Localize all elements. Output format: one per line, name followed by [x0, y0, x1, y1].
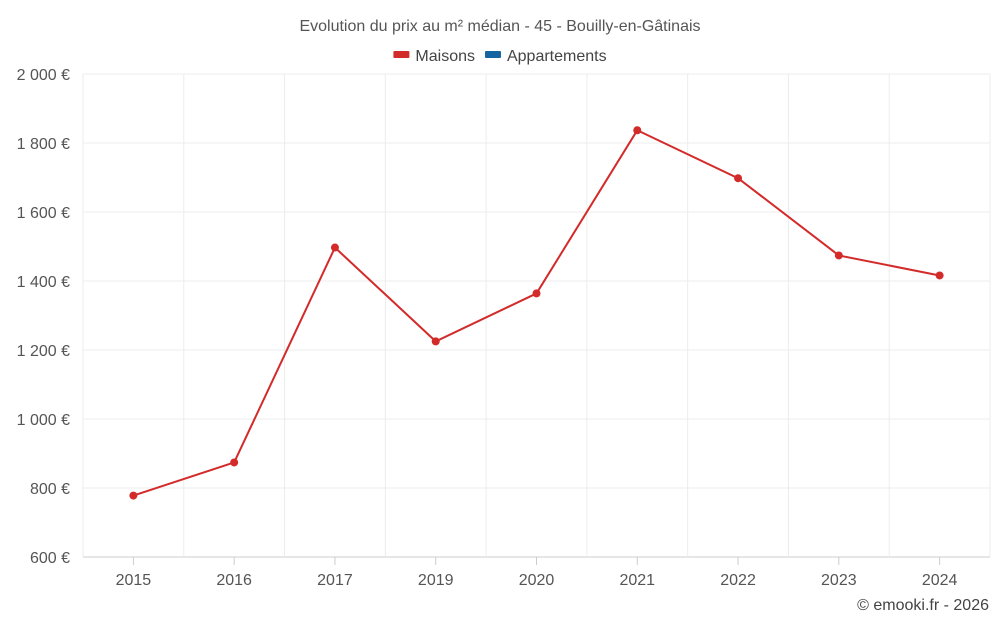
y-tick-label: 800 € — [30, 481, 70, 498]
series-area — [129, 126, 944, 500]
data-point[interactable] — [129, 491, 138, 500]
credit-text: © emooki.fr - 2026 — [857, 597, 989, 614]
x-tick-label: 2019 — [418, 572, 454, 589]
y-tick-label: 1 000 € — [17, 412, 70, 429]
data-point[interactable] — [935, 271, 944, 280]
y-axis: 600 € 800 € 1 000 € 1 200 € 1 400 € 1 600 € 1 … — [17, 67, 70, 567]
legend-swatch — [393, 51, 410, 58]
y-tick-label: 1 800 € — [17, 136, 70, 153]
x-tick-label: 2023 — [821, 572, 857, 589]
y-tick-label: 1 200 € — [17, 343, 70, 360]
legend-item-appartements[interactable]: Appartements — [484, 48, 607, 65]
x-tick-label: 2024 — [922, 572, 958, 589]
y-tick-label: 600 € — [30, 550, 70, 567]
y-tick-label: 1 600 € — [17, 205, 70, 222]
y-tick-label: 2 000 € — [17, 67, 70, 84]
legend-label: Maisons — [415, 48, 475, 65]
legend-label: Appartements — [507, 48, 607, 65]
legend-swatch — [484, 51, 501, 58]
data-point[interactable] — [734, 174, 743, 183]
y-tick-label: 1 400 € — [17, 274, 70, 291]
x-tick-label: 2017 — [317, 572, 353, 589]
x-tick-label: 2022 — [720, 572, 756, 589]
data-point[interactable] — [834, 251, 843, 260]
chart-title: Evolution du prix au m² médian - 45 - Bo… — [299, 18, 700, 35]
data-point[interactable] — [633, 126, 642, 135]
x-axis: 2015 2016 2017 2019 2020 2021 2022 2023 2024 — [116, 557, 958, 589]
x-tick-label: 2021 — [619, 572, 655, 589]
x-tick-label: 2020 — [519, 572, 555, 589]
series-line-maisons — [133, 128, 940, 497]
data-point[interactable] — [532, 289, 541, 298]
legend: Maisons Appartements — [393, 48, 607, 65]
data-point[interactable] — [330, 243, 339, 252]
x-tick-label: 2016 — [216, 572, 252, 589]
grid — [82, 73, 991, 558]
legend-item-maisons[interactable]: Maisons — [393, 48, 475, 65]
data-point[interactable] — [431, 337, 440, 346]
x-tick-label: 2015 — [116, 572, 152, 589]
data-point[interactable] — [230, 458, 239, 467]
